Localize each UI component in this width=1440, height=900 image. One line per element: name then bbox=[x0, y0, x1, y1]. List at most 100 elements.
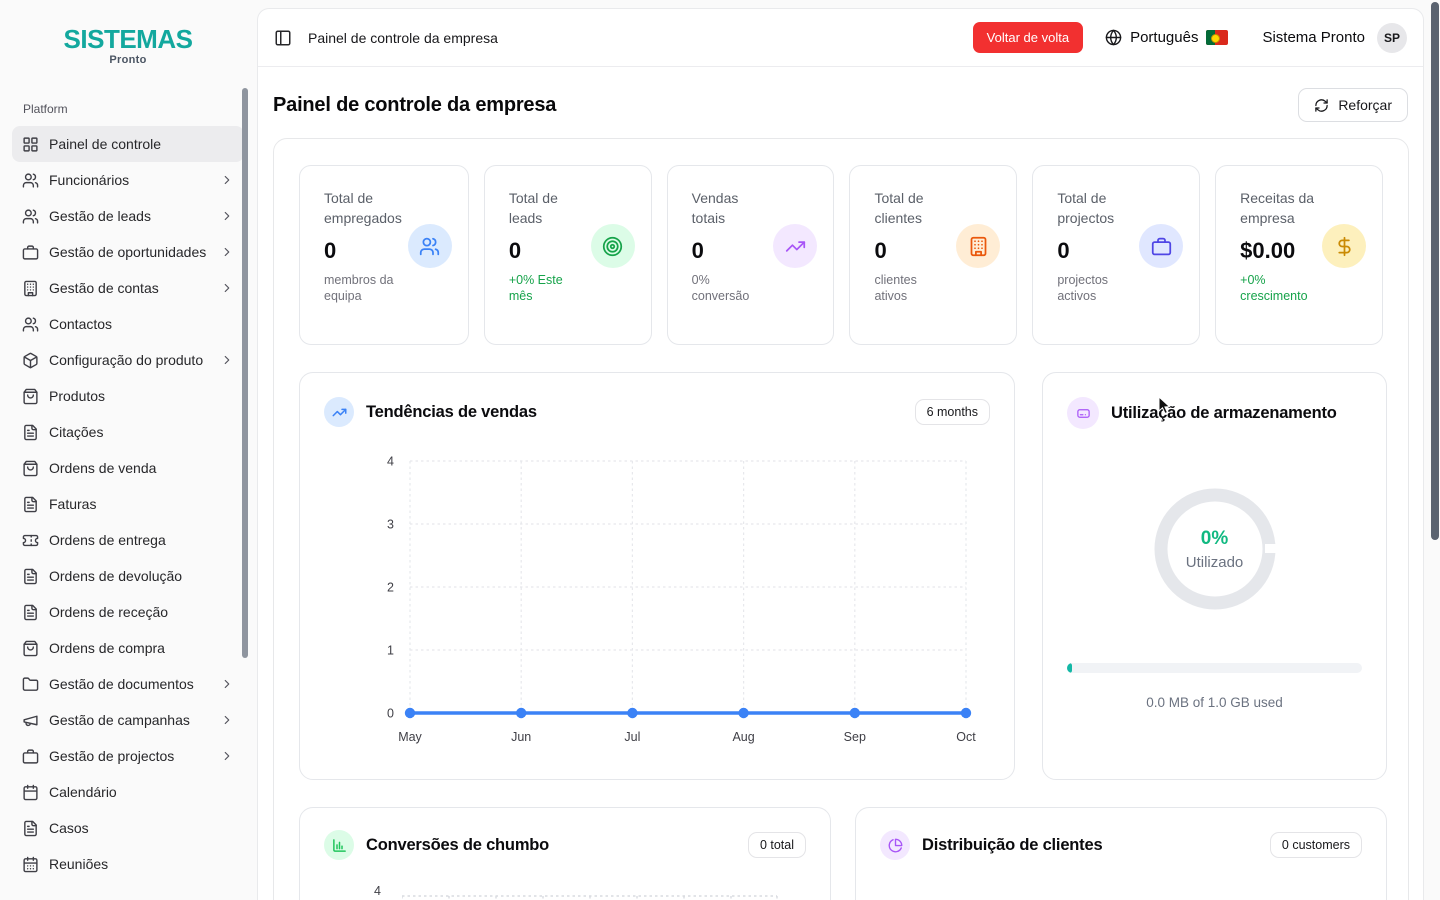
stat-card-content: Total de leads 0 +0% Este mês bbox=[509, 188, 585, 305]
top-bar: Painel de controle da empresa Voltar de … bbox=[258, 9, 1423, 67]
stat-card-content: Total de empregados 0 membros da equipa bbox=[324, 188, 402, 305]
stat-title: Receitas da empresa bbox=[1240, 190, 1315, 227]
sidebar-item-funcion-rios[interactable]: Funcionários bbox=[12, 162, 244, 198]
lead-conversions-badge: 0 total bbox=[747, 832, 806, 858]
storage-caption: 0.0 MB of 1.0 GB used bbox=[1146, 695, 1283, 710]
user-menu[interactable]: Sistema Pronto SP bbox=[1262, 22, 1407, 53]
sidebar-item-cita-es[interactable]: Citações bbox=[12, 414, 244, 450]
chevron-right-icon bbox=[220, 713, 234, 727]
shopping-bag-icon bbox=[22, 460, 39, 477]
sidebar-item-label: Casos bbox=[49, 820, 89, 836]
chevron-right-icon bbox=[220, 281, 234, 295]
main-panel: Painel de controle da empresa Voltar de … bbox=[257, 8, 1424, 900]
stat-card-content: Total de clientes 0 clientes ativos bbox=[874, 188, 950, 305]
charts-row: Tendências de vendas 6 months 0 1 2 3 4 May Ju… bbox=[299, 372, 1387, 780]
sidebar-item-label: Ordens de entrega bbox=[49, 532, 166, 548]
lead-conversions-card: Conversões de chumbo 0 total 4 bbox=[299, 807, 831, 900]
file-text-icon bbox=[22, 424, 39, 441]
sidebar-item-painel-de-controle[interactable]: Painel de controle bbox=[12, 126, 244, 162]
customer-distribution-badge: 0 customers bbox=[1269, 832, 1362, 858]
stat-subtitle: projectos activos bbox=[1057, 272, 1109, 304]
globe-icon bbox=[1105, 29, 1122, 46]
users-icon bbox=[22, 316, 39, 333]
sidebar-item-gest-o-de-campanhas[interactable]: Gestão de campanhas bbox=[12, 702, 244, 738]
stat-card-content: Vendas totais 0 0% conversão bbox=[692, 188, 768, 305]
sidebar-item-ordens-de-compra[interactable]: Ordens de compra bbox=[12, 630, 244, 666]
avatar: SP bbox=[1377, 22, 1407, 53]
back-button[interactable]: Voltar de volta bbox=[972, 22, 1084, 53]
chevron-right-icon bbox=[220, 173, 234, 187]
sidebar-item-label: Gestão de campanhas bbox=[49, 712, 190, 728]
svg-text:2: 2 bbox=[387, 581, 394, 595]
file-text-icon bbox=[22, 568, 39, 585]
megaphone-icon bbox=[22, 712, 39, 729]
language-selector[interactable]: Português bbox=[1105, 29, 1229, 46]
sales-trends-card: Tendências de vendas 6 months 0 1 2 3 4 May Ju… bbox=[299, 372, 1015, 780]
sales-trend-chart: 0 1 2 3 4 May Jun Jul Aug Sep Oct bbox=[387, 455, 976, 745]
storage-title: Utilização de armazenamento bbox=[1111, 403, 1337, 422]
sidebar-item-label: Faturas bbox=[49, 496, 97, 512]
refresh-icon bbox=[1314, 98, 1329, 113]
stat-subtitle: +0% Este mês bbox=[508, 272, 563, 304]
storage-used-label: Utilizado bbox=[1185, 553, 1244, 571]
sidebar-item-label: Configuração do produto bbox=[49, 352, 204, 368]
storage-percent: 0% bbox=[1200, 527, 1229, 549]
svg-text:3: 3 bbox=[387, 518, 394, 532]
shopping-bag-icon bbox=[22, 640, 39, 657]
bar-chart-icon bbox=[324, 830, 354, 860]
sidebar-item-gest-o-de-documentos[interactable]: Gestão de documentos bbox=[12, 666, 244, 702]
sidebar-item-label: Painel de controle bbox=[49, 136, 162, 152]
stat-card-total-de-projectos: Total de projectos 0 projectos activos bbox=[1032, 165, 1201, 345]
users-icon bbox=[407, 224, 452, 268]
calendar-icon bbox=[22, 784, 39, 801]
chevron-right-icon bbox=[220, 209, 234, 223]
storage-drive-icon bbox=[1067, 397, 1099, 429]
sidebar-item-calend-rio[interactable]: Calendário bbox=[12, 774, 244, 810]
lead-conversions-title: Conversões de chumbo bbox=[366, 835, 550, 854]
sidebar-toggle-icon[interactable] bbox=[274, 29, 292, 47]
file-text-icon bbox=[22, 604, 39, 621]
stat-title: Total de empregados bbox=[324, 190, 402, 227]
briefcase-icon bbox=[22, 748, 39, 765]
dashboard-icon bbox=[22, 136, 39, 153]
sales-trends-title: Tendências de vendas bbox=[366, 402, 537, 421]
chevron-right-icon bbox=[220, 245, 234, 259]
sidebar-item-ordens-de-entrega[interactable]: Ordens de entrega bbox=[12, 522, 244, 558]
sidebar-scrollbar[interactable] bbox=[242, 88, 248, 658]
sidebar-item-faturas[interactable]: Faturas bbox=[12, 486, 244, 522]
file-text-icon bbox=[22, 496, 39, 513]
sidebar-item-gest-o-de-projectos[interactable]: Gestão de projectos bbox=[12, 738, 244, 774]
stat-card-vendas-totais: Vendas totais 0 0% conversão bbox=[666, 165, 835, 345]
svg-text:May: May bbox=[398, 730, 422, 744]
sidebar-item-reuni-es[interactable]: Reuniões bbox=[12, 846, 244, 882]
sidebar-item-gest-o-de-leads[interactable]: Gestão de leads bbox=[12, 198, 244, 234]
users-icon bbox=[22, 208, 39, 225]
sidebar-item-ordens-de-devolu-o[interactable]: Ordens de devolução bbox=[12, 558, 244, 594]
sidebar-item-gest-o-de-oportunidades[interactable]: Gestão de oportunidades bbox=[12, 234, 244, 270]
stat-value: 0 bbox=[874, 237, 887, 263]
stat-card-receitas-da-empresa: Receitas da empresa $0.00 +0% crescimento bbox=[1215, 165, 1383, 345]
sidebar-item-gest-o-de-contas[interactable]: Gestão de contas bbox=[12, 270, 244, 306]
stat-subtitle: clientes ativos bbox=[874, 272, 917, 304]
svg-text:0: 0 bbox=[387, 707, 394, 721]
sidebar-item-ordens-de-rece-o[interactable]: Ordens de receção bbox=[12, 594, 244, 630]
language-label: Português bbox=[1130, 29, 1199, 46]
stat-value: 0 bbox=[324, 237, 337, 263]
sidebar-item-contactos[interactable]: Contactos bbox=[12, 306, 244, 342]
sidebar-item-label: Gestão de documentos bbox=[49, 676, 194, 692]
main-scrollbar[interactable] bbox=[1431, 2, 1439, 540]
page-title: Painel de controle da empresa bbox=[273, 93, 557, 116]
refresh-label: Reforçar bbox=[1338, 97, 1392, 113]
customer-distribution-title: Distribuição de clientes bbox=[922, 835, 1103, 854]
chevron-right-icon bbox=[220, 749, 234, 763]
refresh-button[interactable]: Reforçar bbox=[1298, 88, 1408, 122]
folder-icon bbox=[22, 676, 39, 693]
sidebar-item-casos[interactable]: Casos bbox=[12, 810, 244, 846]
sidebar-item-ordens-de-venda[interactable]: Ordens de venda bbox=[12, 450, 244, 486]
sidebar-item-label: Contactos bbox=[49, 316, 113, 332]
storage-progress-bar bbox=[1067, 663, 1362, 673]
stat-title: Total de projectos bbox=[1057, 190, 1115, 227]
storage-header: Utilização de armazenamento bbox=[1067, 397, 1362, 429]
sidebar-item-produtos[interactable]: Produtos bbox=[12, 378, 244, 414]
sidebar-item-configura-o-do-produto[interactable]: Configuração do produto bbox=[12, 342, 244, 378]
